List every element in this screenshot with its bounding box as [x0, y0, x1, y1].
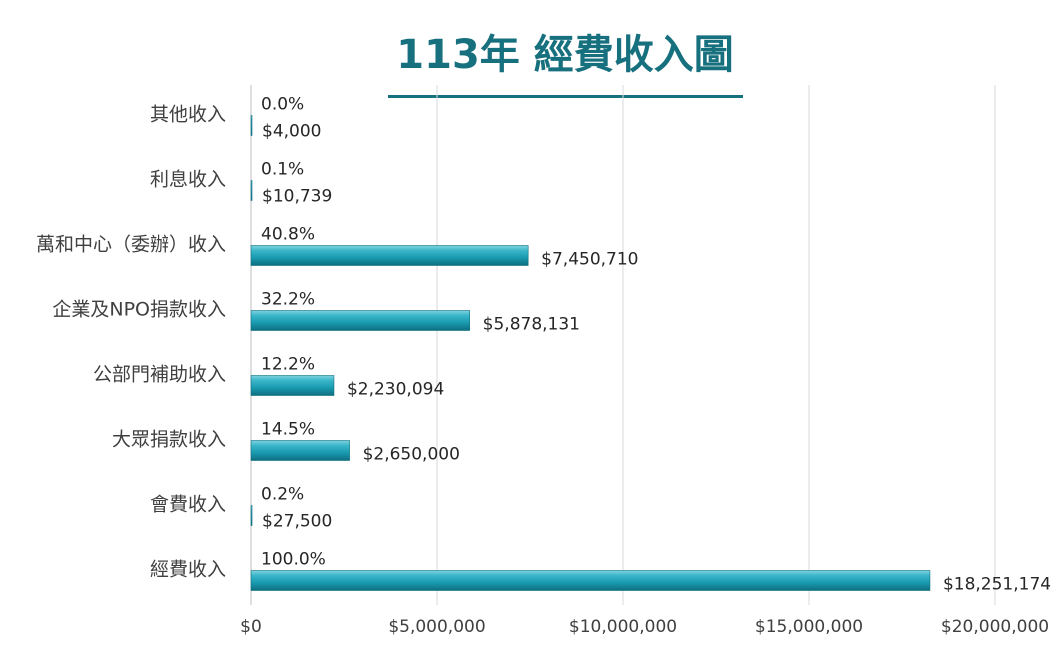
value-label: $10,739 — [262, 187, 332, 207]
percent-label: 0.0% — [261, 95, 304, 115]
category-label: 公部門補助收入 — [93, 364, 226, 386]
x-tick-label: $15,000,000 — [755, 617, 863, 637]
bar — [250, 570, 931, 591]
value-label: $2,230,094 — [347, 380, 444, 400]
category-label: 大眾捐款收入 — [112, 429, 226, 451]
percent-label: 100.0% — [261, 550, 326, 570]
value-label: $18,251,174 — [943, 575, 1051, 595]
gridlines — [250, 85, 996, 605]
value-label: $4,000 — [262, 122, 321, 142]
bar — [250, 245, 529, 266]
title-underline — [388, 95, 743, 98]
category-label: 萬和中心（委辦）收入 — [36, 234, 226, 256]
percent-label: 0.1% — [261, 160, 304, 180]
bar — [250, 440, 350, 461]
category-label: 會費收入 — [150, 494, 226, 516]
x-tick-label: $5,000,000 — [388, 617, 485, 637]
percent-label: 32.2% — [261, 290, 315, 310]
value-label: $27,500 — [262, 512, 332, 532]
category-label: 企業及NPO捐款收入 — [52, 299, 226, 321]
bar — [250, 115, 253, 136]
percent-label: 12.2% — [261, 355, 315, 375]
value-label: $2,650,000 — [363, 445, 460, 465]
value-label: $5,878,131 — [483, 315, 580, 335]
x-tick-label: $10,000,000 — [569, 617, 677, 637]
bar — [250, 375, 335, 396]
bar — [250, 505, 253, 526]
category-label: 經費收入 — [150, 559, 226, 581]
bar — [250, 310, 470, 331]
category-labels: 其他收入利息收入萬和中心（委辦）收入企業及NPO捐款收入公部門補助收入大眾捐款收… — [36, 104, 226, 581]
value-label: $7,450,710 — [541, 250, 638, 270]
bar — [250, 180, 253, 201]
x-axis-ticks: $0 $5,000,000 $10,000,000 $15,000,000 $20,00… — [240, 617, 1049, 637]
category-label: 利息收入 — [150, 169, 226, 191]
percent-label: 14.5% — [261, 420, 315, 440]
x-tick-label: $20,000,000 — [941, 617, 1049, 637]
x-tick-label: $0 — [240, 617, 262, 637]
percent-label: 40.8% — [261, 225, 315, 245]
chart-title: 113年 經費收入圖 — [396, 32, 734, 78]
data-labels: 0.0% $4,000 0.1% $10,739 40.8% $7,450,710 32.2… — [261, 95, 1051, 595]
bars — [250, 115, 931, 591]
category-label: 其他收入 — [150, 104, 226, 126]
percent-label: 0.2% — [261, 485, 304, 505]
